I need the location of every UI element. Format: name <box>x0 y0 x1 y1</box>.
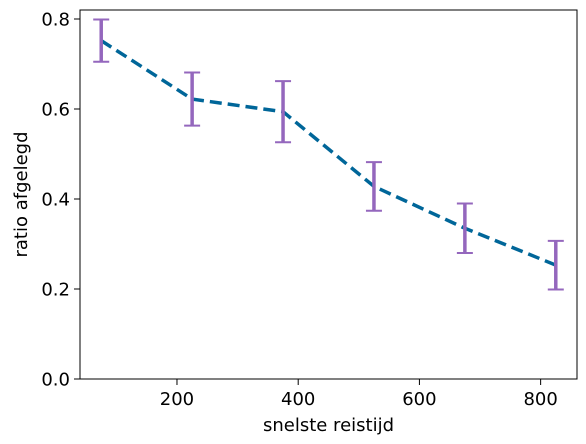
error-bar <box>456 202 473 254</box>
error-bar <box>184 71 201 127</box>
y-tick-label: 0.2 <box>41 280 70 301</box>
series-line <box>100 39 557 267</box>
error-bar <box>275 80 292 144</box>
x-tick-label: 600 <box>402 389 436 410</box>
x-tick-label: 200 <box>160 389 194 410</box>
error-bar <box>93 18 110 63</box>
error-bar <box>365 161 382 212</box>
y-tick-label: 0.6 <box>41 100 70 121</box>
x-axis: 200 400 600 800 <box>160 379 558 410</box>
y-tick-label: 0.4 <box>41 190 70 211</box>
plot-area <box>93 18 564 291</box>
y-axis-label: ratio afgelegd <box>11 131 32 257</box>
x-tick-label: 800 <box>523 389 557 410</box>
y-tick-label: 0.8 <box>41 10 70 31</box>
x-axis-label: snelste reistijd <box>263 415 394 436</box>
x-tick-label: 400 <box>281 389 315 410</box>
y-axis: 0.0 0.2 0.4 0.6 0.8 <box>41 10 80 391</box>
error-bar <box>547 239 564 291</box>
axes-frame <box>79 9 578 380</box>
y-tick-label: 0.0 <box>41 370 70 391</box>
